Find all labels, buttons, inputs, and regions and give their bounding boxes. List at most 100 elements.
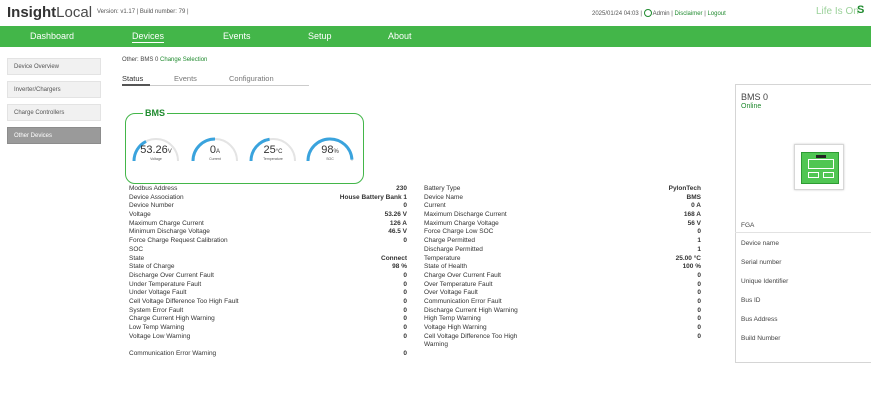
- gauge-soc-unit: %: [333, 149, 339, 155]
- gauge-temperature-value: 25: [263, 144, 276, 156]
- sidebar-item-charge-controllers[interactable]: Charge Controllers: [7, 104, 101, 121]
- property-row: Device Association House Battery Bank 1: [129, 194, 407, 203]
- property-label: Low Temp Warning: [129, 324, 185, 331]
- property-value: 0: [697, 297, 701, 305]
- property-label: Discharge Permitted: [424, 245, 483, 253]
- datetime: 2025/01/24 04:03 |: [592, 11, 642, 17]
- property-label: Minimum Discharge Voltage: [129, 228, 210, 236]
- bms-card-title: BMS: [143, 108, 167, 118]
- property-value: 168 A: [683, 211, 701, 219]
- nav-about[interactable]: About: [388, 31, 412, 41]
- tab-configuration[interactable]: Configuration: [229, 74, 274, 83]
- property-value: 98 %: [392, 263, 407, 271]
- property-label: Device Association: [129, 193, 184, 201]
- gauge-temperature-label: Temperature: [263, 157, 283, 161]
- top-bar: InsightLocal Version: v1.17 | Build numb…: [0, 0, 871, 26]
- property-value: 0: [697, 332, 701, 340]
- property-label: State of Charge: [129, 263, 175, 271]
- property-label: Charge Current High Warning: [129, 315, 215, 323]
- change-selection-link[interactable]: Change Selection: [160, 57, 208, 63]
- gauge-soc: 98% SOC: [303, 131, 357, 177]
- nav-setup[interactable]: Setup: [308, 31, 332, 41]
- property-label: State of Health: [424, 263, 467, 271]
- tab-events[interactable]: Events: [174, 74, 197, 83]
- user-icon[interactable]: [643, 9, 652, 17]
- bms-properties-right: Battery Type PylonTech Device Name BMS Curre…: [424, 185, 701, 350]
- gauge-temperature-unit: °C: [275, 149, 283, 155]
- property-value: 0: [697, 280, 701, 288]
- property-label: Charge Permitted: [424, 237, 475, 245]
- prop-unique-identifier: Unique Identifier: [741, 278, 789, 285]
- property-value: 0: [697, 271, 701, 279]
- nav-devices[interactable]: Devices: [132, 31, 165, 41]
- separator: |: [704, 11, 706, 17]
- property-value: 0: [403, 271, 407, 279]
- property-label: Discharge Current High Warning: [424, 306, 518, 314]
- property-label: Maximum Discharge Current: [424, 211, 507, 219]
- property-label: Warning: [424, 341, 448, 349]
- bms-card: [125, 113, 364, 184]
- property-label: Under Voltage Fault: [129, 289, 187, 297]
- property-row: Modbus Address 230: [129, 185, 407, 194]
- property-value: 1: [697, 245, 701, 253]
- property-value: 0: [403, 237, 407, 245]
- property-row: State of Charge 98 %: [129, 263, 407, 272]
- property-value: 53.26 V: [384, 211, 407, 219]
- sidebar-item-inverter-chargers[interactable]: Inverter/Chargers: [7, 81, 101, 98]
- property-value: 0: [697, 289, 701, 297]
- sidebar-item-other-devices[interactable]: Other Devices: [7, 127, 101, 144]
- gauge-soc-value: 98: [321, 144, 334, 156]
- tagline-logo: Life Is On: [816, 6, 859, 17]
- property-value: 0 A: [691, 202, 701, 210]
- property-label: Under Temperature Fault: [129, 280, 202, 288]
- user-link[interactable]: Admin: [652, 11, 670, 17]
- property-row: Force Charge Low SOC 0: [424, 228, 701, 237]
- property-value: 0: [403, 289, 407, 297]
- property-label: Voltage Low Warning: [129, 332, 191, 340]
- property-label: Over Temperature Fault: [424, 280, 493, 288]
- gauge-voltage-arc: [132, 140, 147, 162]
- property-row: [129, 341, 407, 350]
- property-value: 0: [403, 202, 407, 210]
- tab-status[interactable]: Status: [122, 74, 144, 83]
- property-row: Charge Permitted 1: [424, 237, 701, 246]
- nav-events[interactable]: Events: [223, 31, 251, 41]
- sidebar-item-device-overview[interactable]: Device Overview: [7, 58, 101, 75]
- tab-divider: [122, 85, 309, 86]
- property-label: State: [129, 254, 145, 262]
- property-label: Voltage: [129, 211, 151, 219]
- property-label: Temperature: [424, 254, 461, 262]
- logout-link[interactable]: Logout: [707, 11, 726, 17]
- property-label: Over Voltage Fault: [424, 289, 478, 297]
- property-value: 0: [403, 280, 407, 288]
- gauge-current-arc: [191, 137, 216, 162]
- device-model: FGA: [741, 222, 755, 229]
- header-right: 2025/01/24 04:03 | Admin | Disclaimer | …: [592, 9, 726, 17]
- device-info-panel: [735, 84, 871, 363]
- property-label: Voltage High Warning: [424, 324, 487, 331]
- property-row: Maximum Discharge Current 168 A: [424, 211, 701, 220]
- prop-device-name: Device name: [741, 240, 779, 247]
- gauge-current-value: 0: [209, 144, 217, 156]
- property-row: Voltage High Warning 0: [424, 324, 701, 333]
- device-screen-panel: [808, 159, 834, 169]
- property-row: Maximum Charge Voltage 56 V: [424, 220, 701, 229]
- property-value: Connect: [381, 254, 407, 262]
- property-row: Over Voltage Fault 0: [424, 289, 701, 298]
- property-row: Current 0 A: [424, 202, 701, 211]
- property-label: High Temp Warning: [424, 315, 481, 323]
- property-value: 0: [403, 315, 407, 323]
- nav-dashboard[interactable]: Dashboard: [30, 31, 75, 41]
- device-screen: [801, 152, 839, 184]
- device-title: BMS 0: [741, 92, 769, 102]
- property-row: Force Charge Request Calibration 0: [129, 237, 407, 246]
- property-row: Over Temperature Fault 0: [424, 281, 701, 290]
- property-value: BMS: [686, 193, 701, 201]
- brand-chip: S: [857, 4, 865, 16]
- property-value: PylonTech: [668, 185, 701, 192]
- property-label: Charge Over Current Fault: [424, 271, 501, 279]
- disclaimer-link[interactable]: Disclaimer: [674, 11, 703, 17]
- property-value: 0: [697, 228, 701, 236]
- property-row: Temperature 25.00 °C: [424, 255, 701, 264]
- gauge-temperature-arc: [249, 137, 270, 162]
